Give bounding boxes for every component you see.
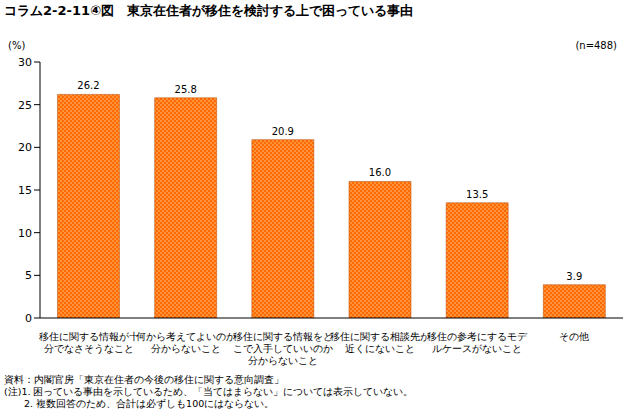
- svg-text:20: 20: [18, 141, 32, 154]
- svg-text:16.0: 16.0: [369, 167, 391, 178]
- html-text:(注)1. 困っている事由を示しているため、「当てはまらない: (注)1. 困っている事由を示しているため、「当てはまらない」については表示して…: [4, 386, 414, 397]
- svg-text:5: 5: [25, 269, 32, 282]
- svg-text:0: 0: [25, 312, 32, 325]
- svg-text:30: 30: [18, 56, 32, 69]
- svg-text:移住に関する相談先が近くにないこと: 移住に関する相談先が近くにないこと: [330, 331, 431, 354]
- svg-text:13.5: 13.5: [466, 189, 488, 200]
- svg-text:20.9: 20.9: [272, 126, 294, 137]
- svg-text:何から考えてよいのか分からないこと: 何から考えてよいのか分からないこと: [136, 331, 236, 354]
- html-text:(n=488): (n=488): [575, 40, 617, 51]
- html-text:資料：内閣官房「東京在住者の今後の移住に関する意向調査」: 資料：内閣官房「東京在住者の今後の移住に関する意向調査」: [4, 374, 284, 385]
- svg-text:10: 10: [18, 227, 32, 240]
- svg-text:26.2: 26.2: [77, 80, 99, 91]
- svg-text:移住に関する情報が十分でなさそうなこと: 移住に関する情報が十分でなさそうなこと: [39, 331, 139, 354]
- svg-text:15: 15: [18, 184, 32, 197]
- svg-text:移住の参考にするモデルケースがないこと: 移住の参考にするモデルケースがないこと: [427, 331, 528, 354]
- html-text:コラム2-2-11④図 東京在住者が移住を検討する上で困って: コラム2-2-11④図 東京在住者が移住を検討する上で困っている事由: [4, 3, 413, 18]
- html-text:2. 複数回答のため、合計は必ずしも100にはならない。: 2. 複数回答のため、合計は必ずしも100にはならない。: [4, 398, 275, 409]
- svg-text:25: 25: [18, 99, 32, 112]
- svg-text:3.9: 3.9: [566, 271, 582, 282]
- svg-text:その他: その他: [559, 331, 589, 342]
- svg-text:移住に関する情報をどこで入手していいのか分からないこと: 移住に関する情報をどこで入手していいのか分からないこと: [233, 331, 333, 366]
- svg-text:25.8: 25.8: [175, 84, 197, 95]
